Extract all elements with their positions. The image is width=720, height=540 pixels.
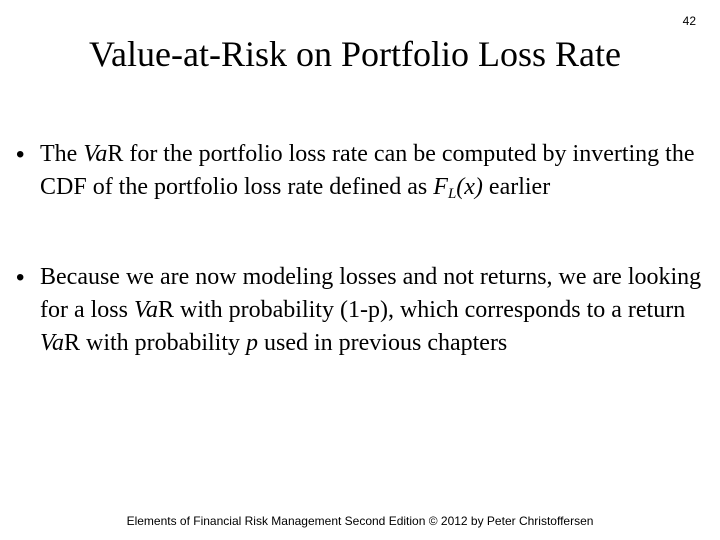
bullet-item-var-computation: • The VaR for the portfolio loss rate ca… <box>16 138 716 211</box>
slide-title: Value-at-Risk on Portfolio Loss Rate <box>89 34 621 74</box>
bullet-text: R for the portfolio loss rate can be com… <box>40 141 695 200</box>
bullet-math-arg: (x) <box>456 174 483 200</box>
bullet-text: The <box>40 141 84 167</box>
bullet-text: R with probability (1-p), which correspo… <box>157 297 686 323</box>
bullet-text: earlier <box>482 174 551 200</box>
bullet-text: used in previous chapters <box>258 330 508 356</box>
footer-citation: Elements of Financial Risk Management Se… <box>126 514 594 528</box>
bullet-math-subscript: L <box>447 186 457 202</box>
bullet-marker-icon: • <box>16 141 25 168</box>
bullet-list: • The VaR for the portfolio loss rate ca… <box>16 138 716 360</box>
bullet-text: R with probability <box>64 330 246 356</box>
bullet-text: Because we are now modeling losses and n… <box>40 264 702 323</box>
bullet-math-p: p <box>246 330 258 356</box>
bullet-math-f: F <box>433 174 448 200</box>
bullet-text-italic: Va <box>40 330 64 356</box>
bullet-marker-icon: • <box>16 264 25 291</box>
page-number: 42 <box>682 14 696 28</box>
bullet-text-italic: Va <box>133 297 158 323</box>
bullet-item-loss-var: • Because we are now modeling losses and… <box>16 261 716 360</box>
bullet-text-italic: Va <box>83 141 108 167</box>
